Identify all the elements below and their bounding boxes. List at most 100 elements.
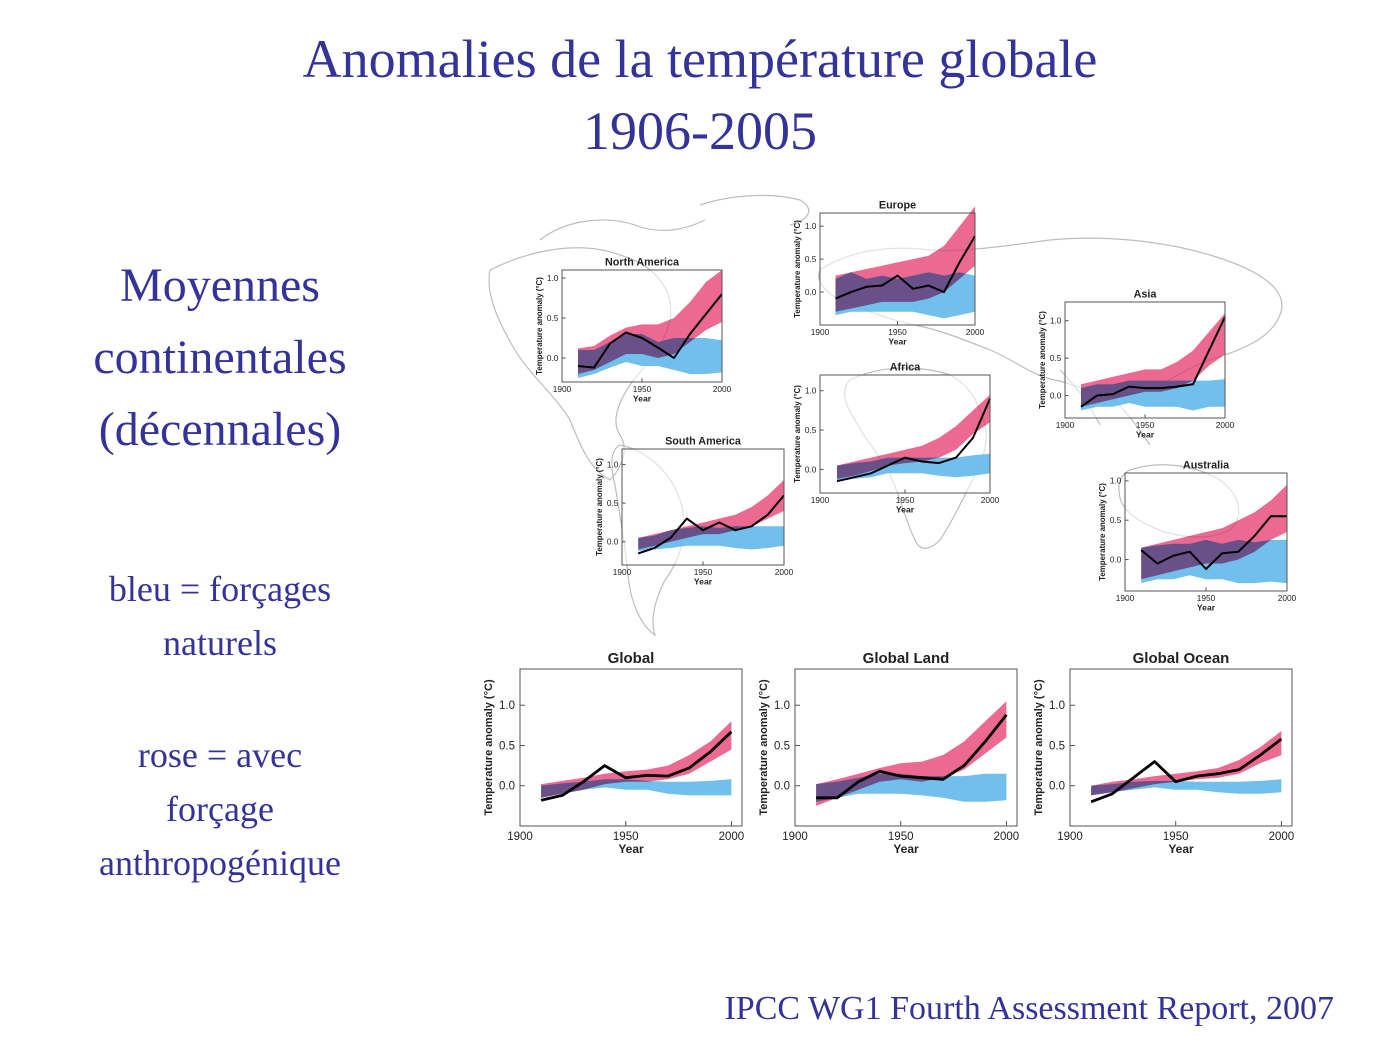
legend-natural: bleu = forçages naturels	[30, 562, 410, 670]
y-tick-label: 0.5	[499, 740, 515, 752]
chart-panel: South America 1900 1950 2000 0.0 0.5 1.0 Year Te…	[595, 436, 794, 587]
y-tick-label: 0.0	[774, 781, 790, 793]
x-axis-label: Year	[893, 842, 919, 856]
observed-line	[637, 494, 785, 555]
source-citation: IPCC WG1 Fourth Assessment Report, 2007	[724, 990, 1334, 1027]
chart-panel: Africa 1900 1950 2000 0.0 0.5 1.0 Year Temperatu…	[793, 362, 1000, 515]
x-axis-label: Year	[1197, 602, 1216, 612]
slide-title-period: 1906-2005	[583, 101, 817, 161]
chart-panel: North America 1900 1950 2000 0.0 0.5 1.0 Year Te…	[535, 257, 732, 404]
y-tick-label: 0.5	[774, 740, 790, 752]
y-tick-label: 0.0	[1049, 781, 1065, 793]
y-axis-label: Temperature anomaly (°C)	[793, 385, 802, 483]
y-axis-label: Temperature anomaly (°C)	[1098, 483, 1107, 581]
x-tick-label: 1950	[613, 831, 639, 843]
side-heading: Moyennes continentales (décennales)	[30, 250, 410, 466]
anthropogenic-forcing-band	[835, 206, 975, 312]
x-tick-label: 1950	[633, 384, 652, 394]
x-tick-label: 1900	[782, 831, 808, 843]
y-tick-label: 1.0	[805, 386, 817, 396]
y-axis-label: Temperature anomaly (°C)	[535, 277, 544, 375]
legend-natural-line: bleu = forçages	[108, 569, 332, 609]
x-tick-label: 1900	[613, 567, 632, 577]
y-tick-label: 0.0	[1110, 554, 1122, 564]
observed-line	[1080, 316, 1226, 408]
x-tick-label: 2000	[994, 831, 1020, 843]
x-tick-label: 2000	[719, 831, 745, 843]
observed-line	[1090, 737, 1283, 804]
chart-panel: Global Ocean 1900 1950 2000 0.0 0.5 1.0 Year Tem…	[1033, 650, 1294, 856]
x-axis-label: Year	[618, 842, 644, 856]
y-tick-label: 0.5	[1050, 353, 1062, 363]
x-tick-label: 1950	[888, 327, 907, 337]
y-tick-label: 1.0	[805, 221, 817, 231]
y-tick-label: 0.0	[547, 353, 559, 363]
x-tick-label: 1950	[694, 567, 713, 577]
y-tick-label: 0.5	[805, 254, 817, 264]
observed-line	[577, 293, 723, 369]
x-tick-label: 1900	[811, 327, 830, 337]
observed-line	[540, 730, 733, 802]
side-heading-line: (décennales)	[98, 403, 342, 456]
x-tick-label: 1950	[896, 495, 915, 505]
y-tick-label: 0.5	[1049, 740, 1065, 752]
x-tick-label: 2000	[981, 495, 1000, 505]
chart-title: Europe	[879, 200, 916, 212]
y-tick-label: 1.0	[1050, 316, 1062, 326]
x-tick-label: 1900	[1057, 831, 1083, 843]
chart-panel: Global 1900 1950 2000 0.0 0.5 1.0 Year Temperatu…	[483, 650, 744, 856]
legend-anthropogenic: rose = avec forçage anthropogénique	[30, 728, 410, 890]
plot-frame	[794, 668, 1018, 827]
y-axis-label: Temperature anomaly (°C)	[758, 679, 770, 816]
plot-area	[1070, 669, 1292, 826]
y-tick-label: 0.5	[1110, 515, 1122, 525]
chart-panel: Australia 1900 1950 2000 0.0 0.5 1.0 Year Temper…	[1098, 460, 1297, 613]
x-tick-label: 1950	[888, 831, 914, 843]
x-axis-label: Year	[633, 393, 652, 403]
x-axis-label: Year	[1136, 429, 1155, 439]
x-tick-label: 1900	[811, 495, 830, 505]
plot-frame	[1069, 668, 1293, 827]
chart-panel: Europe 1900 1950 2000 0.0 0.5 1.0 Year Temperatu…	[793, 200, 985, 347]
x-axis-label: Year	[888, 336, 907, 346]
legend-anthropogenic-line: forçage	[166, 789, 274, 829]
side-heading-line: Moyennes	[120, 259, 320, 312]
x-tick-label: 1900	[1056, 420, 1075, 430]
anthropogenic-forcing-band	[837, 394, 990, 479]
anthropogenic-forcing-band	[1081, 313, 1225, 407]
observed-line	[816, 714, 1008, 800]
y-tick-label: 0.0	[499, 781, 515, 793]
y-tick-label: 0.5	[607, 498, 619, 508]
y-tick-label: 0.5	[547, 313, 559, 323]
observed-line	[836, 398, 991, 483]
x-tick-label: 2000	[1269, 831, 1295, 843]
legend-anthropogenic-line: anthropogénique	[99, 843, 341, 883]
x-axis-label: Year	[1168, 842, 1194, 856]
x-tick-label: 1900	[553, 384, 572, 394]
observed-line	[1140, 515, 1287, 570]
chart-title: Global	[608, 650, 655, 667]
y-axis-label: Temperature anomaly (°C)	[1033, 679, 1045, 816]
x-axis-label: Year	[896, 504, 915, 514]
x-tick-label: 2000	[966, 327, 985, 337]
x-tick-label: 1950	[1197, 593, 1216, 603]
y-axis-label: Temperature anomaly (°C)	[483, 679, 495, 816]
x-tick-label: 1900	[1116, 593, 1135, 603]
y-tick-label: 0.0	[805, 287, 817, 297]
y-tick-label: 1.0	[774, 700, 790, 712]
y-tick-label: 0.0	[1050, 390, 1062, 400]
y-tick-label: 1.0	[607, 459, 619, 469]
anthropogenic-forcing-band	[578, 270, 722, 374]
x-tick-label: 1950	[1163, 831, 1189, 843]
chart-title: South America	[665, 436, 742, 448]
x-tick-label: 1900	[507, 831, 533, 843]
y-axis-label: Temperature anomaly (°C)	[595, 458, 604, 556]
chart-title: North America	[605, 257, 680, 269]
chart-title: Australia	[1183, 460, 1230, 472]
chart-panel: Asia 1900 1950 2000 0.0 0.5 1.0 Year Temperature…	[1038, 289, 1235, 440]
observed-line	[835, 235, 976, 300]
chart-title: Africa	[890, 362, 922, 374]
y-axis-label: Temperature anomaly (°C)	[1038, 311, 1047, 409]
legend-anthropogenic-line: rose = avec	[137, 735, 303, 775]
